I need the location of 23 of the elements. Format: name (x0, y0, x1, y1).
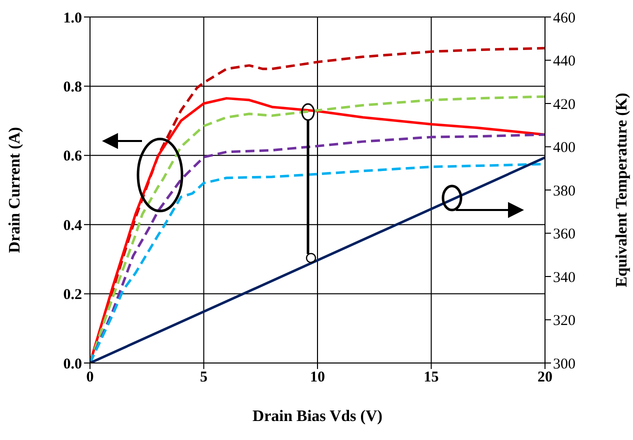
x-tick-label: 5 (200, 370, 208, 386)
y-axis-title: Drain Current (A) (6, 127, 24, 253)
y2-tick-label: 320 (553, 313, 576, 330)
y-tick-label: 0.6 (63, 148, 82, 165)
y2-tick-label: 380 (553, 183, 576, 200)
x-tick-label: 15 (424, 370, 439, 386)
x-axis-title: Drain Bias Vds (V) (252, 408, 382, 425)
y2-tick-label: 460 (553, 10, 576, 26)
y2-tick-label: 340 (553, 270, 576, 286)
y2-tick-label: 400 (553, 140, 576, 156)
x-tick-label: 0 (86, 370, 94, 386)
x-tick-label: 10 (310, 370, 325, 386)
y-tick-label: 0.8 (63, 80, 82, 96)
y2-tick-label: 440 (553, 54, 576, 70)
y2-axis-title: Equivalent Temperature (K) (614, 92, 631, 288)
y-tick-label: 0.4 (63, 218, 82, 234)
y-tick-label: 0.0 (63, 356, 82, 372)
y2-tick-label: 420 (553, 96, 576, 113)
y-tick-label: 1.0 (63, 10, 82, 26)
y2-tick-label: 300 (553, 356, 576, 372)
x-tick-label: 20 (538, 370, 552, 386)
y-tick-label: 0.2 (63, 287, 82, 304)
y2-tick-label: 360 (553, 226, 576, 243)
